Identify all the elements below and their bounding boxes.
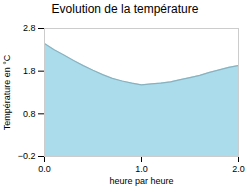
svg-text:−0.2: −0.2 [18, 151, 36, 161]
svg-text:1.0: 1.0 [135, 164, 148, 174]
svg-text:heure par heure: heure par heure [109, 176, 173, 186]
svg-text:0.0: 0.0 [38, 164, 51, 174]
svg-text:1.8: 1.8 [23, 66, 36, 76]
svg-text:2.0: 2.0 [232, 164, 245, 174]
html-text:Evolution de la température: Evolution de la température [51, 2, 199, 16]
svg-text:0.8: 0.8 [23, 109, 36, 119]
svg-text:Température en °C: Température en °C [2, 54, 12, 130]
svg-text:2.8: 2.8 [23, 23, 36, 33]
